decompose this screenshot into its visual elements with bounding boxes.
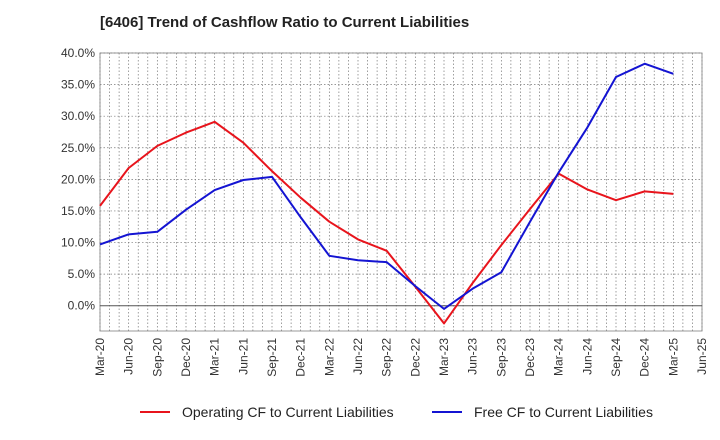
y-tick-label: 30.0% — [61, 109, 95, 123]
x-tick-label: Sep-21 — [265, 338, 279, 377]
legend-swatch-free-cf — [432, 411, 462, 413]
legend-label-operating-cf: Operating CF to Current Liabilities — [182, 404, 394, 420]
legend-item-free-cf: Free CF to Current Liabilities — [432, 404, 653, 420]
series-layer — [99, 62, 674, 325]
x-tick-label: Dec-20 — [179, 338, 193, 377]
x-tick-label: Jun-20 — [122, 338, 136, 375]
x-tick-label: Jun-25 — [695, 338, 709, 375]
x-tick-label: Mar-20 — [93, 338, 107, 376]
y-tick-label: 25.0% — [61, 141, 95, 155]
y-tick-label: 40.0% — [61, 46, 95, 60]
x-tick-label: Sep-24 — [609, 338, 623, 377]
x-tick-label: Dec-24 — [638, 338, 652, 377]
x-tick-label: Jun-21 — [236, 338, 250, 375]
x-tick-label: Mar-24 — [552, 338, 566, 376]
grid-layer — [99, 52, 703, 332]
x-tick-label: Sep-23 — [494, 338, 508, 377]
y-tick-label: 20.0% — [61, 172, 95, 186]
x-tick-label: Dec-22 — [408, 338, 422, 377]
x-tick-label: Jun-22 — [351, 338, 365, 375]
y-tick-label: 0.0% — [68, 299, 96, 313]
x-tick-label: Sep-20 — [150, 338, 164, 377]
plot-frame — [99, 52, 703, 332]
x-tick-label: Jun-24 — [580, 338, 594, 375]
chart-title: [6406] Trend of Cashflow Ratio to Curren… — [100, 14, 470, 31]
x-tick-label: Dec-23 — [523, 338, 537, 377]
axis-layer: 0.0% 5.0% 10.0% 15.0% 20.0% 25.0% 30.0% 35.0% 40… — [61, 46, 709, 377]
series-line-free-cf — [99, 62, 674, 310]
y-tick-label: 15.0% — [61, 204, 95, 218]
x-tick-label: Dec-21 — [294, 338, 308, 377]
legend-item-operating-cf: Operating CF to Current Liabilities — [140, 404, 394, 420]
x-tick-label: Mar-22 — [322, 338, 336, 376]
y-tick-label: 35.0% — [61, 78, 95, 92]
x-tick-label: Mar-25 — [666, 338, 680, 376]
x-tick-label: Mar-23 — [437, 338, 451, 376]
legend-label-free-cf: Free CF to Current Liabilities — [474, 404, 653, 420]
x-tick-label: Sep-22 — [380, 338, 394, 377]
legend-swatch-operating-cf — [140, 411, 170, 413]
x-tick-label: Mar-21 — [208, 338, 222, 376]
series-line-operating-cf — [99, 120, 674, 325]
x-tick-label: Jun-23 — [466, 338, 480, 375]
y-tick-label: 5.0% — [68, 267, 96, 281]
y-tick-label: 10.0% — [61, 236, 95, 250]
